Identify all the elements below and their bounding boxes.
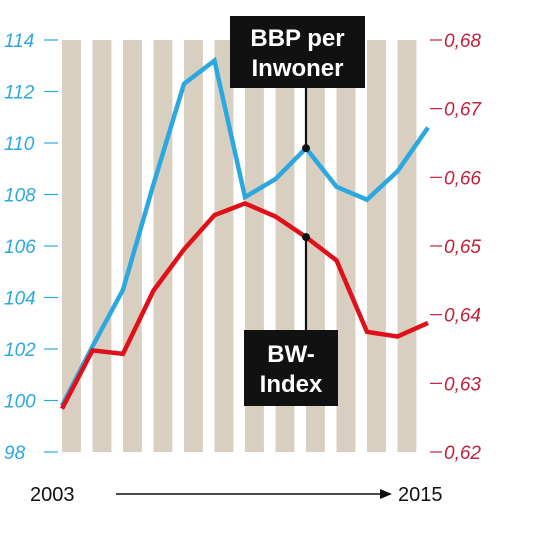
x-axis-start-label: 2003 [30,484,75,506]
left-tick-label: 110 [4,134,35,155]
stripe-gap [80,40,93,452]
stripe-gap [202,40,215,452]
right-tick-label: 0,66 [444,168,481,189]
stripe-gap [355,40,367,452]
stripe-gap [416,40,428,452]
right-tick-label: 0,64 [444,306,481,327]
right-axis-ticks: 0,62 0,63 0,64 0,65 0,66 0,67 0,68 [430,31,482,464]
series-line-1 [60,200,429,410]
right-tick-label: 0,65 [444,237,481,258]
callout-text-bottom: Index [260,371,323,398]
right-tick-label: 0,63 [444,374,481,395]
callout-text-top: BBP per [250,25,344,52]
stripe-gap [233,40,245,452]
x-axis-arrowhead [380,489,392,499]
callout-text-top: Inwoner [251,55,343,82]
series-line-0 [59,56,430,407]
stripe-gap [294,40,306,452]
left-tick-label: 106 [4,237,36,258]
stripe-gap [172,40,184,452]
left-tick-label: 112 [4,83,35,104]
x-axis-end-label: 2015 [398,484,443,506]
callout-box-top [230,16,365,88]
stripe-gap [324,40,337,452]
callout-dot-bottom [302,233,310,242]
callout-text-bottom: BW- [267,341,315,368]
left-tick-label: 108 [4,186,36,207]
stripe-gap [385,40,398,452]
right-tick-label: 0,68 [444,31,481,52]
right-tick-label: 0,67 [444,100,482,121]
stripe-gap [111,40,123,452]
callout-box-bottom [244,330,338,406]
left-tick-label: 114 [4,31,34,52]
left-axis-ticks: 98 100 102 104 106 108 110 112 114 [4,31,58,464]
left-tick-label: 100 [4,392,36,413]
callouts: BBP per Inwoner BW- Index [230,16,365,406]
series-lines [59,56,430,410]
left-tick-label: 102 [4,340,36,361]
stripe-gap [263,40,276,452]
callout-dot-top [302,144,310,153]
left-tick-label: 98 [4,443,26,464]
stripe-gap [141,40,154,452]
left-tick-label: 104 [4,289,36,310]
right-tick-label: 0,62 [444,443,481,464]
